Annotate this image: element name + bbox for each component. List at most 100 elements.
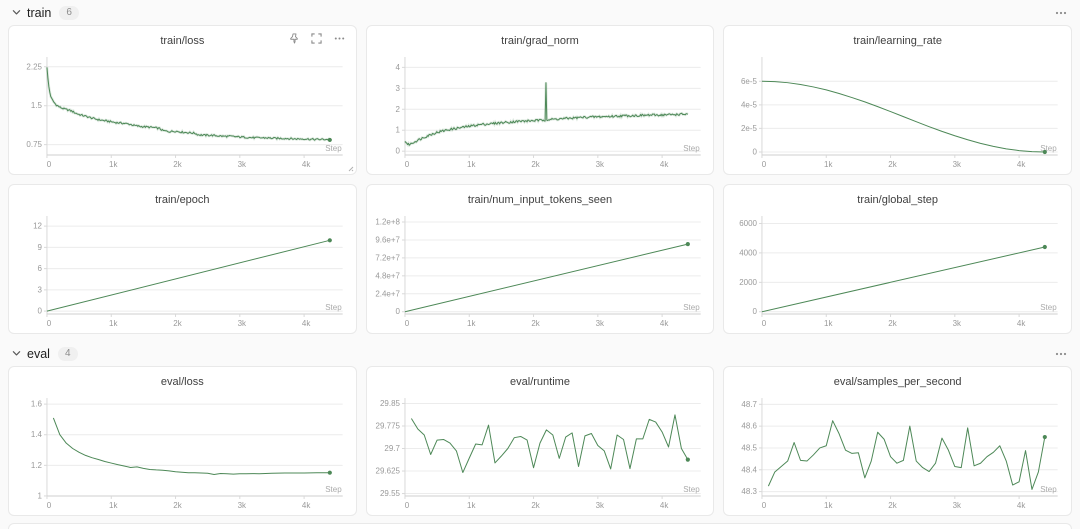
resize-handle[interactable] (346, 164, 354, 172)
series-line (404, 243, 688, 313)
series-line (762, 246, 1046, 313)
x-tick-label: 2k (531, 160, 539, 169)
y-tick-label: 4 (395, 63, 400, 72)
x-tick-label: 0 (762, 501, 767, 510)
x-tick-label: 0 (762, 319, 767, 328)
y-tick-label: 6e-5 (741, 77, 758, 86)
x-tick-label: 1k (109, 319, 117, 328)
y-tick-label: 0 (753, 307, 758, 316)
x-tick-label: 0 (47, 319, 52, 328)
x-tick-label: 1k (109, 160, 117, 169)
x-tick-label: 1k (109, 501, 117, 510)
chart-count-badge: 4 (57, 346, 78, 361)
y-tick-label: 9.6e+7 (375, 235, 400, 244)
chart-plot-eval-runtime[interactable]: 29.55 29.625 29.7 29.775 29.85 0 1k 2k 3k 4k Step (367, 393, 714, 513)
series-endpoint-marker (1043, 434, 1048, 440)
series-line (46, 239, 330, 312)
chart-card-train-epoch[interactable]: train/epoch 0 3 6 9 12 0 1k 2k 3k 4k Step (8, 184, 357, 334)
section-menu-button[interactable] (1052, 347, 1070, 361)
x-tick-label: 2k (173, 160, 181, 169)
chart-toolbar (289, 33, 346, 44)
chart-plot-eval-loss[interactable]: 1 1.2 1.4 1.6 0 1k 2k 3k 4k Step (9, 393, 356, 513)
series-endpoint-marker (685, 457, 690, 462)
chart-title: train/epoch (155, 194, 210, 206)
chart-plot-eval-samples-per-second[interactable]: 48.3 48.4 48.5 48.6 48.7 0 1k 2k 3k 4k Step (724, 393, 1071, 513)
chart-card-eval-runtime[interactable]: eval/runtime 29.55 29.625 29.7 29.775 29.85 0 1… (365, 366, 715, 516)
chevron-down-icon[interactable] (12, 8, 21, 17)
y-tick-label: 2000 (740, 278, 758, 287)
y-tick-label: 29.625 (375, 467, 400, 476)
chart-card-eval-loss[interactable]: eval/loss 1 1.2 1.4 1.6 0 1k 2k 3k 4k Step (8, 366, 357, 516)
x-axis-unit-label: Step (1041, 485, 1058, 494)
x-tick-label: 2k (173, 501, 181, 510)
x-tick-label: 2k (531, 501, 539, 510)
chart-plot-train-learning-rate[interactable]: 0 2e-5 4e-5 6e-5 0 1k 2k 3k 4k Step (724, 52, 1071, 172)
x-tick-label: 1k (824, 319, 832, 328)
x-tick-label: 4k (660, 501, 668, 510)
pin-chart-button[interactable] (289, 33, 300, 44)
x-tick-label: 0 (404, 319, 409, 328)
chart-plot-train-num-input-tokens-seen[interactable]: 0 2.4e+7 4.8e+7 7.2e+7 9.6e+7 1.2e+8 0 1k 2k 3k 4k… (367, 211, 714, 331)
chevron-down-icon[interactable] (12, 349, 21, 358)
section-train: train 6 train/loss 0.75 1.5 2.25 0 1k 2k 3k 4k St… (0, 3, 1080, 334)
x-tick-label: 3k (953, 501, 961, 510)
chart-plot-train-loss[interactable]: 0.75 1.5 2.25 0 1k 2k 3k 4k Step (9, 52, 356, 172)
section-header: eval 4 (0, 344, 1080, 363)
y-tick-label: 1.2e+8 (375, 218, 400, 227)
chart-card-train-learning-rate[interactable]: train/learning_rate 0 2e-5 4e-5 6e-5 0 1k 2k 3k 4… (723, 25, 1072, 175)
y-tick-label: 4000 (740, 248, 758, 257)
y-tick-label: 9 (38, 243, 43, 252)
chart-grid-train: train/loss 0.75 1.5 2.25 0 1k 2k 3k 4k Step train/… (0, 25, 1080, 334)
section-menu-button[interactable] (1052, 6, 1070, 20)
chart-title: eval/loss (160, 376, 204, 388)
chart-title: train/grad_norm (501, 35, 579, 47)
series-endpoint-marker (685, 241, 690, 247)
x-axis-unit-label: Step (1041, 144, 1058, 153)
chart-plot-train-grad-norm[interactable]: 0 1 2 3 4 0 1k 2k 3k 4k Step (367, 52, 714, 172)
x-tick-label: 2k (889, 160, 897, 169)
y-tick-label: 0 (395, 147, 400, 156)
y-tick-label: 48.6 (742, 422, 758, 431)
chart-card-eval-samples-per-second[interactable]: eval/samples_per_second 48.3 48.4 48.5 48.6 4… (723, 366, 1072, 516)
chart-card-train-num-input-tokens-seen[interactable]: train/num_input_tokens_seen 0 2.4e+7 4.8e+7… (365, 184, 715, 334)
x-tick-label: 4k (660, 160, 668, 169)
x-tick-label: 4k (1017, 501, 1025, 510)
x-tick-label: 4k (1017, 319, 1025, 328)
y-tick-label: 0.75 (26, 140, 42, 149)
chart-card-train-global-step[interactable]: train/global_step 0 2000 4000 6000 0 1k 2k 3k 4k S… (723, 184, 1072, 334)
chart-plot-train-global-step[interactable]: 0 2000 4000 6000 0 1k 2k 3k 4k Step (724, 211, 1071, 331)
y-tick-label: 4e-5 (741, 100, 758, 109)
y-tick-label: 29.775 (375, 421, 400, 430)
section-title[interactable]: eval (27, 346, 50, 361)
x-tick-label: 4k (302, 160, 310, 169)
chart-plot-train-epoch[interactable]: 0 3 6 9 12 0 1k 2k 3k 4k Step (9, 211, 356, 331)
partial-chart-card (8, 523, 1072, 529)
y-tick-label: 3 (395, 84, 400, 93)
chart-card-train-grad-norm[interactable]: train/grad_norm 0 1 2 3 4 0 1k 2k 3k 4k Step (365, 25, 715, 175)
y-tick-label: 6 (38, 264, 43, 273)
x-tick-label: 1k (467, 160, 475, 169)
series-endpoint-marker (327, 238, 332, 243)
y-tick-label: 1.5 (31, 101, 43, 110)
series-line (410, 414, 688, 474)
y-tick-label: 6000 (740, 219, 758, 228)
fullscreen-chart-button[interactable] (311, 33, 322, 44)
chart-menu-button[interactable] (333, 33, 346, 44)
section-title[interactable]: train (27, 5, 52, 20)
pin-icon (289, 33, 298, 44)
x-tick-label: 1k (824, 501, 832, 510)
x-tick-label: 2k (889, 319, 897, 328)
ellipsis-icon (334, 37, 344, 40)
y-tick-label: 0 (395, 307, 400, 316)
y-tick-label: 1 (395, 126, 400, 135)
series-endpoint-marker (1043, 149, 1048, 155)
chart-card-train-loss[interactable]: train/loss 0.75 1.5 2.25 0 1k 2k 3k 4k Step (8, 25, 357, 175)
y-tick-label: 48.4 (742, 465, 758, 474)
x-tick-label: 3k (595, 319, 603, 328)
y-tick-label: 48.7 (742, 400, 758, 409)
y-tick-label: 29.55 (380, 489, 401, 498)
y-tick-label: 1.2 (31, 461, 43, 470)
series-endpoint-marker (327, 470, 332, 475)
x-tick-label: 4k (302, 501, 310, 510)
